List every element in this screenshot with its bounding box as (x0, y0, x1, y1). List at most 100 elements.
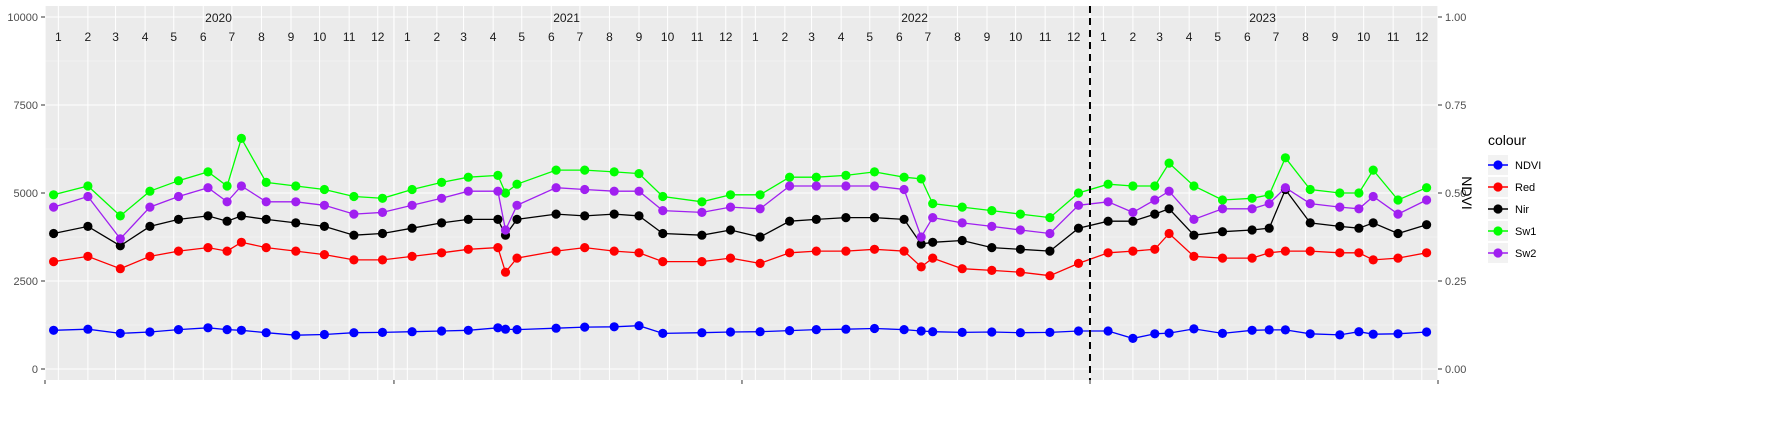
point-sw1 (987, 206, 997, 216)
point-sw2 (634, 186, 644, 196)
month-label: 12 (1067, 30, 1081, 44)
point-sw2 (1354, 204, 1364, 214)
month-label: 1 (404, 30, 411, 44)
point-ndvi (1189, 324, 1199, 334)
point-red (115, 264, 125, 274)
point-sw1 (697, 197, 707, 207)
point-ndvi (512, 325, 522, 335)
point-ndvi (349, 328, 359, 338)
point-sw1 (916, 174, 926, 184)
point-nir (987, 243, 997, 253)
point-sw2 (1128, 207, 1138, 217)
month-label: 9 (1332, 30, 1339, 44)
point-ndvi (987, 327, 997, 337)
point-nir (928, 237, 938, 247)
point-ndvi (899, 325, 909, 335)
point-sw2 (1393, 209, 1403, 219)
y2-tick-label: 1.00 (1445, 12, 1466, 24)
year-label: 2022 (901, 11, 928, 25)
legend-label: Nir (1515, 204, 1529, 216)
point-ndvi (957, 327, 967, 337)
point-sw2 (1368, 191, 1378, 202)
point-sw2 (349, 209, 359, 219)
point-sw1 (407, 184, 417, 195)
point-nir (1150, 209, 1160, 219)
point-sw2 (291, 197, 301, 207)
point-ndvi (580, 322, 590, 332)
point-red (658, 257, 668, 267)
point-ndvi (145, 327, 155, 337)
point-ndvi (319, 329, 329, 340)
month-label: 8 (1302, 30, 1309, 44)
point-sw1 (1264, 190, 1274, 200)
point-sw1 (173, 176, 184, 186)
month-labels: 1 2 3 4 5 6 7 8 9 10 11 12 1 2 3 4 5 6 7 8 9 10 11 12 1 2 3 4 5 6 7 8 9 1… (55, 30, 1429, 44)
point-nir (1393, 228, 1403, 239)
point-nir (1217, 227, 1228, 237)
point-red (1128, 246, 1138, 256)
point-ndvi (500, 324, 511, 334)
point-red (49, 257, 59, 267)
month-label: 12 (1415, 30, 1429, 44)
point-sw2 (1150, 195, 1160, 205)
point-ndvi (83, 324, 93, 334)
month-label: 8 (606, 30, 613, 44)
point-ndvi (869, 323, 880, 334)
month-label: 11 (1387, 30, 1400, 44)
point-sw2 (1073, 200, 1084, 210)
point-nir (725, 225, 736, 235)
month-label: 3 (460, 30, 467, 44)
point-nir (1354, 223, 1364, 233)
right-y-axis: 0.00 0.25 0.50 0.75 1.00 (1438, 12, 1466, 376)
point-ndvi (1247, 325, 1257, 335)
point-ndvi (1354, 327, 1364, 337)
point-nir (1045, 246, 1055, 256)
month-label: 10 (313, 30, 327, 44)
point-nir (1247, 225, 1257, 235)
point-sw2 (1045, 228, 1055, 239)
point-nir (437, 218, 447, 228)
point-nir (811, 214, 821, 224)
point-sw1 (609, 167, 619, 177)
point-nir (1164, 204, 1174, 214)
year-label: 2020 (205, 11, 232, 25)
legend-title: colour (1488, 132, 1526, 148)
point-ndvi (1264, 325, 1274, 335)
point-sw1 (1128, 181, 1138, 191)
series-line-ndvi (53, 325, 1427, 340)
point-sw2 (1247, 204, 1257, 214)
point-ndvi (115, 328, 125, 338)
point-sw2 (261, 197, 271, 207)
point-red (203, 243, 213, 253)
point-nir (1189, 230, 1199, 240)
point-red (725, 253, 736, 263)
point-sw1 (869, 167, 880, 177)
point-ndvi (1393, 329, 1403, 339)
month-label: 10 (661, 30, 675, 44)
point-ndvi (609, 322, 619, 332)
point-sw1 (83, 181, 93, 191)
point-nir (580, 211, 590, 221)
month-label: 1 (752, 30, 759, 44)
month-label: 5 (518, 30, 525, 44)
point-sw1 (1150, 181, 1160, 191)
point-ndvi (407, 327, 417, 337)
point-sw1 (634, 169, 644, 179)
point-nir (512, 214, 522, 224)
series-layer (49, 133, 1432, 343)
point-ndvi (697, 328, 707, 338)
month-label: 12 (719, 30, 733, 44)
month-label: 2 (1130, 30, 1137, 44)
point-sw1 (725, 190, 736, 200)
point-ndvi (1280, 325, 1290, 335)
point-red (869, 244, 880, 254)
point-sw2 (755, 204, 765, 214)
point-ndvi (203, 323, 213, 333)
point-nir (1422, 220, 1432, 230)
month-label: 11 (1039, 30, 1052, 44)
point-red (1217, 253, 1228, 263)
series-line-red (53, 232, 1427, 277)
point-red (349, 255, 359, 265)
point-ndvi (173, 325, 184, 335)
